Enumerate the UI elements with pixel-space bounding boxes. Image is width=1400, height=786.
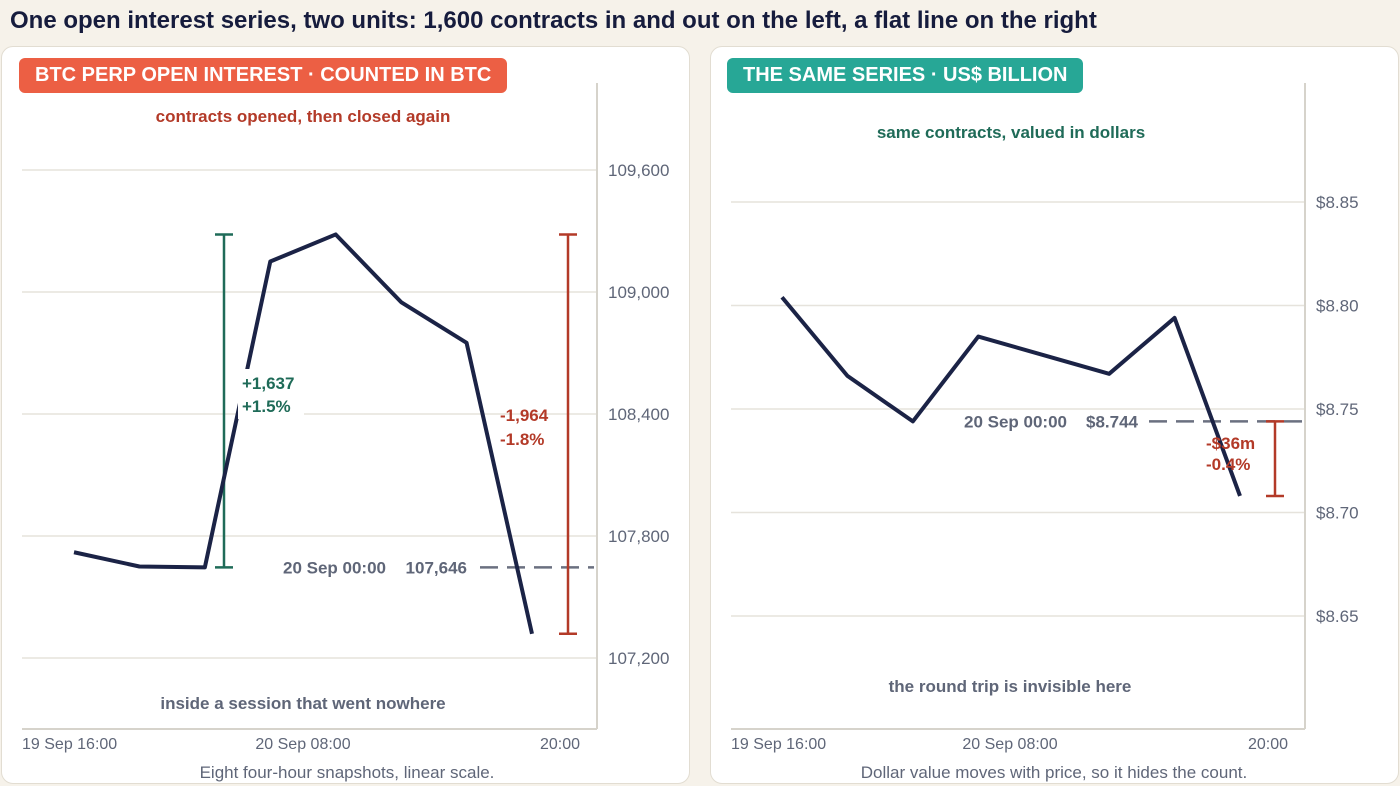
y-tick-label: $8.65 xyxy=(1316,607,1359,626)
rise-amount-label: +1,637 xyxy=(242,374,294,393)
page-title: One open interest series, two units: 1,6… xyxy=(10,7,1097,34)
annotation-top: same contracts, valued in dollars xyxy=(877,123,1145,142)
y-tick-label: 109,000 xyxy=(608,283,669,302)
fall-bracket xyxy=(1266,420,1284,498)
chart-panel-btc: BTC PERP OPEN INTEREST · COUNTED IN BTC … xyxy=(1,46,690,784)
y-tick-label: $8.75 xyxy=(1316,400,1359,419)
fall-bracket xyxy=(559,233,577,636)
chart-caption: Eight four-hour snapshots, linear scale. xyxy=(200,763,495,782)
chart-panel-usd: THE SAME SERIES · US$ BILLION $8.65 $8.70… xyxy=(710,46,1399,784)
rise-percent-label: +1.5% xyxy=(242,397,291,416)
fall-amount-label: -$36m xyxy=(1206,434,1255,453)
x-tick-label: 19 Sep 16:00 xyxy=(731,736,826,753)
x-tick-label: 20:00 xyxy=(540,736,580,753)
reference-date-label: 20 Sep 00:00 xyxy=(964,412,1067,431)
y-tick-label: 109,600 xyxy=(608,161,669,180)
btc-chart: 107,200 107,800 108,400 109,000 109,600 19 S… xyxy=(22,83,669,782)
panel-badge-usd: THE SAME SERIES · US$ BILLION xyxy=(727,58,1084,93)
annotation-bottom: inside a session that went nowhere xyxy=(160,694,445,713)
y-tick-label: $8.85 xyxy=(1316,193,1359,212)
y-tick-label: 107,200 xyxy=(608,649,669,668)
rise-bracket xyxy=(215,233,233,569)
x-tick-label: 20 Sep 08:00 xyxy=(962,736,1057,753)
reference-value-label: $8.744 xyxy=(1086,412,1139,431)
x-tick-label: 20 Sep 08:00 xyxy=(255,736,350,753)
annotation-bottom: the round trip is invisible here xyxy=(889,677,1132,696)
reference-value-label: 107,646 xyxy=(406,558,467,577)
x-tick-label: 19 Sep 16:00 xyxy=(22,736,117,753)
y-tick-label: 108,400 xyxy=(608,405,669,424)
panel-badge-btc: BTC PERP OPEN INTEREST · COUNTED IN BTC xyxy=(19,58,508,93)
y-tick-label: $8.80 xyxy=(1316,297,1359,316)
y-tick-label: $8.70 xyxy=(1316,504,1359,523)
y-tick-label: 107,800 xyxy=(608,527,669,546)
x-tick-label: 20:00 xyxy=(1248,736,1288,753)
series-line xyxy=(73,232,534,635)
reference-date-label: 20 Sep 00:00 xyxy=(283,558,386,577)
usd-chart: $8.65 $8.70 $8.75 $8.80 $8.85 19 Sep 16:00 20… xyxy=(731,83,1359,782)
annotation-top: contracts opened, then closed again xyxy=(156,107,451,126)
series-line xyxy=(780,295,1242,497)
fall-percent-label: -0.4% xyxy=(1206,455,1250,474)
fall-amount-label: -1,964 xyxy=(500,406,549,425)
chart-caption: Dollar value moves with price, so it hid… xyxy=(861,763,1247,782)
fall-percent-label: -1.8% xyxy=(500,430,544,449)
